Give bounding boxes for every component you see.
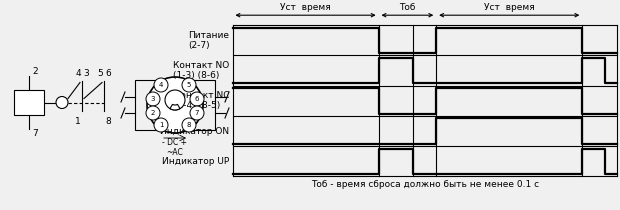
Text: Индикатор ON: Индикатор ON	[161, 127, 229, 135]
Text: ~AC: ~AC	[167, 148, 184, 157]
Text: 8: 8	[187, 122, 191, 128]
Text: Индикатор UP: Индикатор UP	[162, 157, 229, 166]
Circle shape	[56, 97, 68, 109]
Bar	[14, 90, 44, 115]
Text: 4: 4	[159, 82, 163, 88]
Circle shape	[147, 77, 203, 133]
Text: 6: 6	[105, 68, 111, 77]
Text: 5: 5	[187, 82, 191, 88]
Text: Уст  время: Уст время	[280, 3, 331, 12]
Text: Тоб - время сброса должно быть не менее 0.1 с: Тоб - время сброса должно быть не менее …	[311, 180, 539, 189]
Text: 5: 5	[97, 68, 103, 77]
Text: Тоб: Тоб	[399, 3, 415, 12]
Circle shape	[182, 118, 196, 132]
Text: 7: 7	[195, 110, 199, 116]
Text: Питание
(2-7): Питание (2-7)	[188, 31, 229, 50]
Text: Уст  время: Уст время	[484, 3, 534, 12]
Circle shape	[182, 78, 196, 92]
Circle shape	[165, 90, 185, 110]
Bar	[135, 80, 215, 130]
Circle shape	[154, 78, 168, 92]
Text: 1: 1	[159, 122, 163, 128]
Text: 3: 3	[83, 68, 89, 77]
Text: 2: 2	[32, 67, 38, 76]
Wedge shape	[170, 104, 180, 110]
Text: 4: 4	[75, 68, 81, 77]
Text: 3: 3	[151, 96, 155, 102]
Circle shape	[154, 118, 168, 132]
Text: - DC +: - DC +	[162, 138, 187, 147]
Text: 1: 1	[75, 117, 81, 126]
Circle shape	[190, 106, 204, 120]
Text: 2: 2	[151, 110, 155, 116]
Text: 7: 7	[32, 129, 38, 138]
Circle shape	[146, 106, 160, 120]
Text: 8: 8	[105, 117, 111, 126]
Text: 6: 6	[195, 96, 199, 102]
Text: Контакт NC
(1-4) (8-5): Контакт NC (1-4) (8-5)	[174, 91, 229, 110]
Circle shape	[190, 92, 204, 106]
Text: Контакт NO
(1-3) (8-6): Контакт NO (1-3) (8-6)	[173, 61, 229, 80]
Circle shape	[146, 92, 160, 106]
